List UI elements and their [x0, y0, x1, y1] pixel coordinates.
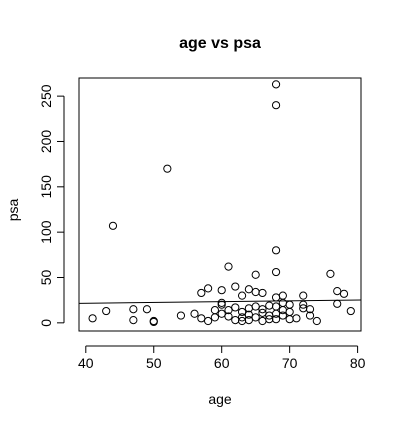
- data-point: [286, 308, 293, 315]
- data-point: [252, 288, 259, 295]
- data-point: [327, 270, 334, 277]
- y-axis: 0 50 100 150 200 250: [38, 84, 64, 326]
- data-point: [272, 247, 279, 254]
- data-point: [340, 290, 347, 297]
- data-point: [191, 310, 198, 317]
- data-point: [198, 289, 205, 296]
- y-tick-label: 0: [38, 319, 54, 327]
- data-point: [211, 314, 218, 321]
- y-tick-label: 200: [38, 130, 54, 154]
- y-tick-label: 250: [38, 84, 54, 108]
- data-point: [103, 307, 110, 314]
- data-point: [245, 286, 252, 293]
- data-point: [238, 308, 245, 315]
- x-axis-label: age: [208, 391, 232, 407]
- x-tick-label: 70: [282, 355, 298, 371]
- data-point: [211, 307, 218, 314]
- data-point: [259, 317, 266, 324]
- x-tick-label: 80: [350, 355, 366, 371]
- data-point: [252, 314, 259, 321]
- data-point: [266, 302, 273, 309]
- data-point: [232, 317, 239, 324]
- data-point: [286, 316, 293, 323]
- data-point: [109, 222, 116, 229]
- data-point: [218, 310, 225, 317]
- x-tick-label: 60: [214, 355, 230, 371]
- data-point: [293, 315, 300, 322]
- data-point: [252, 271, 259, 278]
- data-point: [205, 317, 212, 324]
- x-axis: 40 50 60 70 80: [78, 346, 366, 371]
- chart-title: age vs psa: [179, 35, 261, 52]
- data-point: [252, 303, 259, 310]
- data-point: [259, 289, 266, 296]
- data-point: [198, 315, 205, 322]
- y-tick-label: 50: [38, 270, 54, 286]
- data-point: [272, 303, 279, 310]
- data-point: [130, 317, 137, 324]
- y-tick-label: 150: [38, 175, 54, 199]
- data-point: [143, 306, 150, 313]
- data-point: [232, 283, 239, 290]
- data-point: [272, 294, 279, 301]
- x-tick-label: 50: [146, 355, 162, 371]
- data-point: [130, 306, 137, 313]
- data-point: [313, 317, 320, 324]
- data-point: [272, 316, 279, 323]
- data-point: [164, 165, 171, 172]
- data-point: [279, 312, 286, 319]
- data-point: [334, 300, 341, 307]
- x-tick-label: 40: [78, 355, 94, 371]
- data-points: [89, 81, 354, 326]
- data-point: [272, 81, 279, 88]
- data-point: [238, 292, 245, 299]
- data-point: [286, 301, 293, 308]
- data-point: [225, 263, 232, 270]
- data-point: [205, 285, 212, 292]
- data-point: [300, 292, 307, 299]
- data-point: [279, 292, 286, 299]
- y-axis-label: psa: [5, 199, 21, 222]
- data-point: [272, 102, 279, 109]
- data-point: [177, 312, 184, 319]
- data-point: [218, 287, 225, 294]
- data-point: [272, 268, 279, 275]
- data-point: [334, 288, 341, 295]
- y-tick-label: 100: [38, 220, 54, 244]
- data-point: [279, 299, 286, 306]
- data-point: [232, 304, 239, 311]
- data-point: [89, 315, 96, 322]
- data-point: [347, 307, 354, 314]
